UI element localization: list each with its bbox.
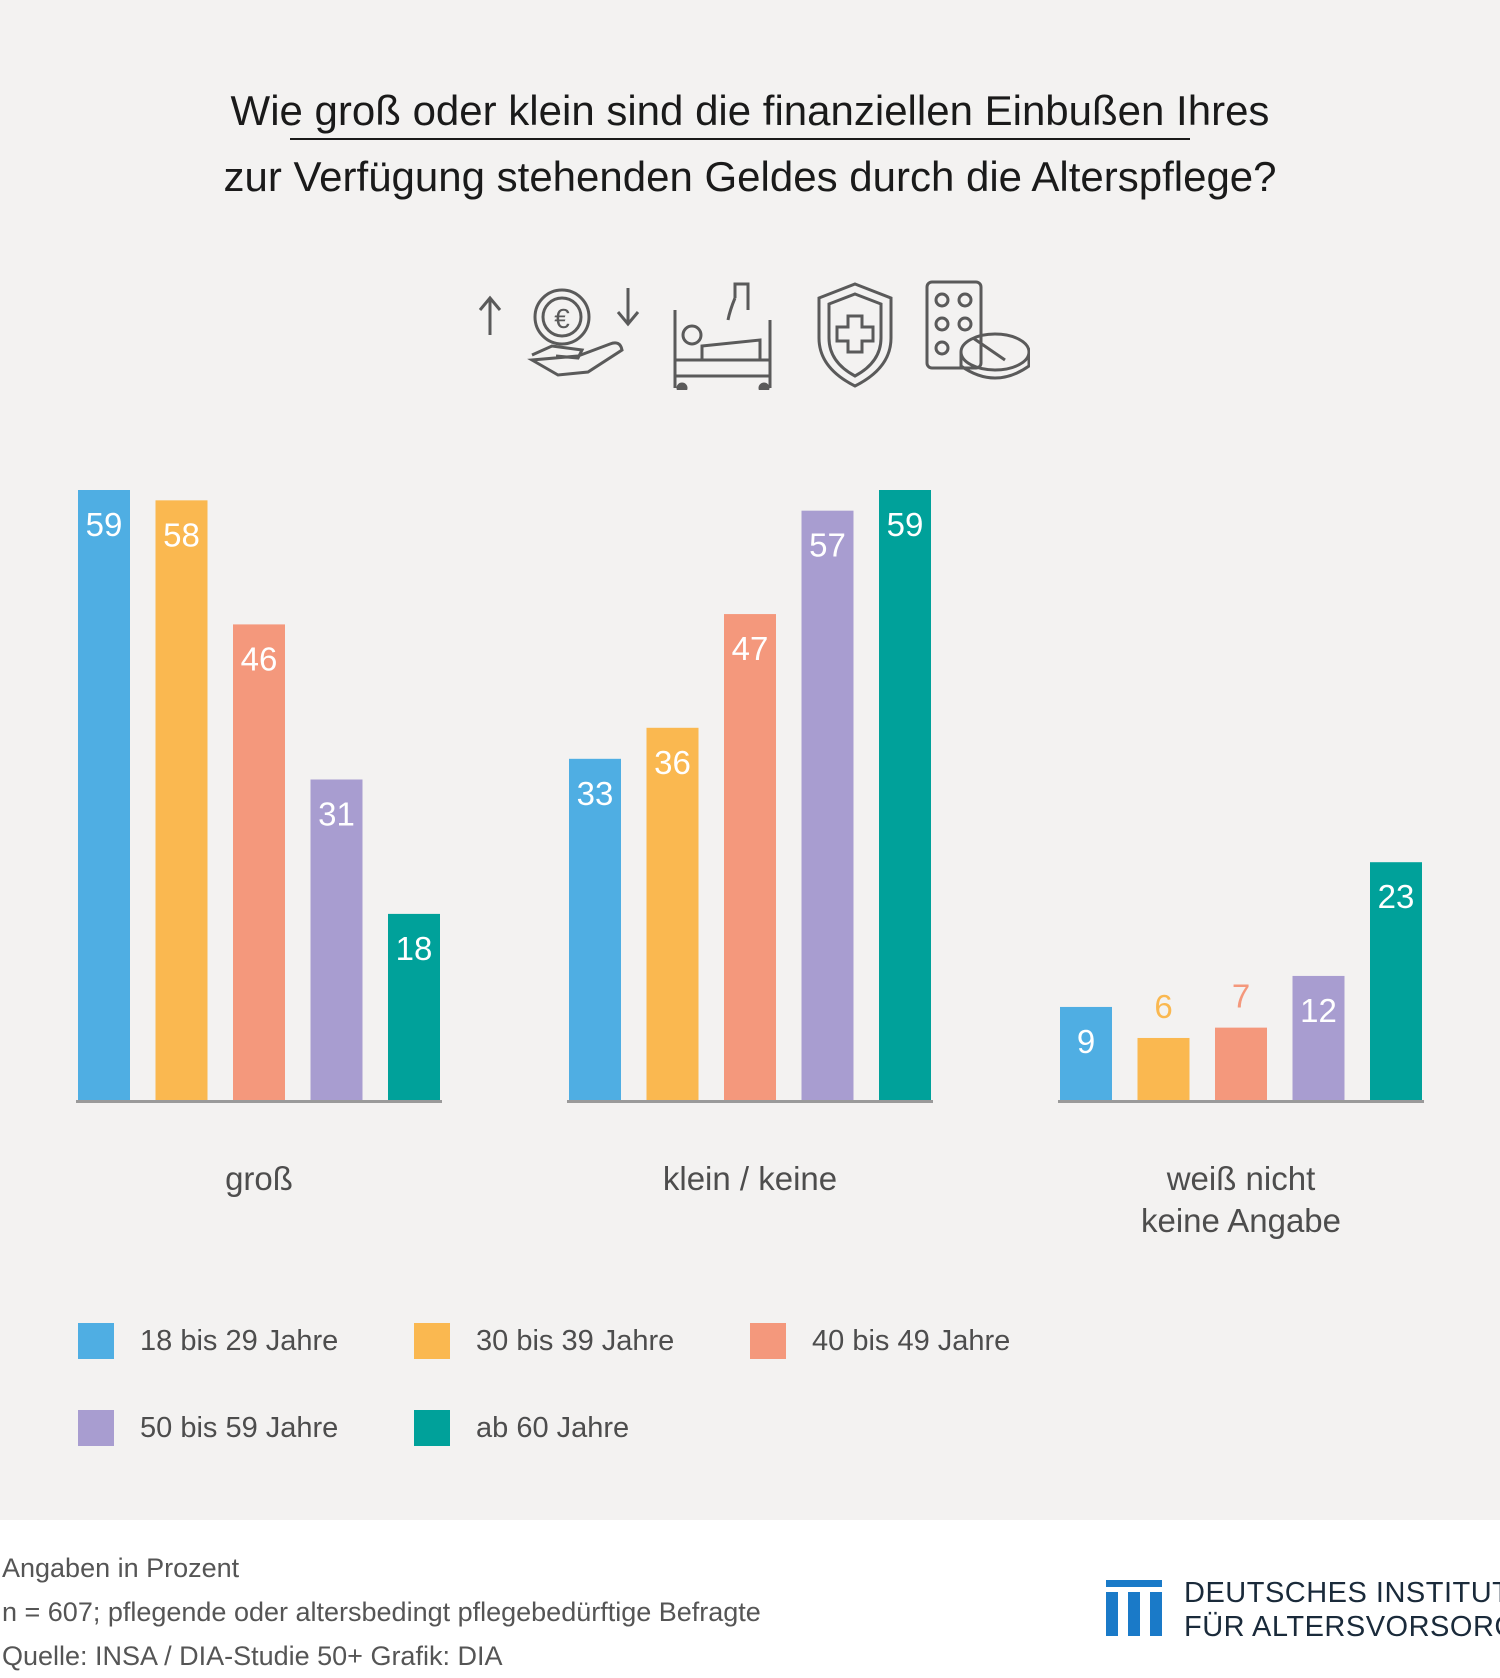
data-label: 59 [86, 506, 123, 543]
svg-text:€: € [554, 303, 570, 334]
bar-ab-60-jahre-1 [388, 913, 440, 1100]
logo-text: DEUTSCHES INSTITUT FÜR ALTERSVORSORGE [1184, 1576, 1500, 1644]
bar-ab-60-jahre-2 [879, 490, 931, 1100]
legend-swatch [414, 1323, 450, 1359]
medical-shield-icon [817, 282, 893, 388]
legend-swatch [78, 1323, 114, 1359]
bar-group-3: 9 6 7 12 23 weiß nicht keine Angabe [1058, 862, 1424, 1239]
chart-title: Wie groß oder klein sind die finanzielle… [0, 78, 1500, 210]
hospital-bed-icon [673, 282, 772, 390]
dia-logo-mark [1106, 1580, 1162, 1636]
legend-item-40-bis-49-jahre: 40 bis 49 Jahre [750, 1321, 1010, 1361]
bar-18-bis-29-jahre-2 [569, 758, 621, 1100]
title-line-1: Wie groß oder klein sind die finanzielle… [230, 87, 1270, 134]
data-label: 57 [809, 527, 846, 564]
category-label: keine Angabe [1141, 1202, 1341, 1239]
dia-logo: DEUTSCHES INSTITUT FÜR ALTERSVORSORGE [1106, 1576, 1500, 1643]
euro-hand-icon: € [478, 288, 640, 377]
legend-swatch [750, 1323, 786, 1359]
sample-note: n = 607; pflegende oder altersbedingt pf… [2, 1597, 761, 1627]
data-label: 18 [396, 930, 433, 967]
data-label: 7 [1232, 978, 1250, 1015]
legend-item-30-bis-39-jahre: 30 bis 39 Jahre [414, 1321, 674, 1361]
bar-50-bis-59-jahre-1 [310, 779, 363, 1100]
bar-group-1: 59 58 46 31 18 groß [76, 490, 442, 1197]
data-label: 33 [577, 775, 614, 812]
data-label: 9 [1077, 1023, 1095, 1060]
legend-label: 18 bis 29 Jahre [140, 1324, 339, 1357]
logo-line-1: DEUTSCHES INSTITUT [1184, 1577, 1500, 1609]
legend-label: ab 60 Jahre [476, 1411, 630, 1444]
bar-40-bis-49-jahre-2 [724, 614, 776, 1100]
chart-area: Wie groß oder klein sind die finanzielle… [0, 0, 1500, 1520]
data-label: 12 [1300, 992, 1337, 1029]
category-label: groß [225, 1160, 293, 1197]
bar-18-bis-29-jahre-3 [1060, 1006, 1112, 1100]
bar-50-bis-59-jahre-2 [801, 510, 854, 1100]
bar-chart: 59 58 46 31 18 groß 33 36 47 57 59 klein / keine 9 6 7… [76, 490, 1424, 1239]
bar-40-bis-49-jahre-3 [1215, 1027, 1267, 1100]
category-label: klein / keine [663, 1160, 837, 1197]
data-label: 31 [318, 795, 355, 832]
bar-40-bis-49-jahre-1 [233, 624, 285, 1100]
legend-label: 40 bis 49 Jahre [812, 1324, 1011, 1357]
legend-item-50-bis-59-jahre: 50 bis 59 Jahre [78, 1408, 338, 1448]
data-label: 59 [887, 506, 924, 543]
category-label: weiß nicht [1166, 1160, 1316, 1197]
bar-30-bis-39-jahre-1 [155, 500, 208, 1100]
bar-group-2: 33 36 47 57 59 klein / keine [567, 490, 933, 1197]
legend-swatch [78, 1410, 114, 1446]
data-label: 6 [1154, 988, 1172, 1025]
logo-line-2: FÜR ALTERSVORSORGE [1184, 1611, 1500, 1643]
legend-item-ab-60-jahre: ab 60 Jahre [414, 1408, 629, 1448]
data-label: 58 [163, 516, 200, 553]
bar-18-bis-29-jahre-1 [78, 490, 130, 1100]
source-note: Quelle: INSA / DIA-Studie 50+ Grafik: DI… [2, 1641, 503, 1671]
bar-ab-60-jahre-3 [1370, 862, 1422, 1100]
title-line-2: zur Verfügung stehenden Geldes durch die… [223, 153, 1277, 200]
bar-50-bis-59-jahre-3 [1292, 975, 1345, 1100]
data-label: 46 [241, 640, 278, 677]
data-label: 23 [1378, 878, 1415, 915]
bar-30-bis-39-jahre-2 [646, 727, 699, 1100]
data-label: 36 [654, 744, 691, 781]
legend-swatch [414, 1410, 450, 1446]
legend-item-18-bis-29-jahre: 18 bis 29 Jahre [78, 1321, 338, 1361]
footer-notes: Angaben in Prozent n = 607; pflegende od… [2, 1546, 761, 1678]
legend-label: 50 bis 59 Jahre [140, 1411, 339, 1444]
icon-row: € [478, 280, 1030, 390]
title-underline [290, 138, 1190, 140]
bar-30-bis-39-jahre-3 [1137, 1037, 1190, 1100]
pills-icon [925, 280, 1030, 380]
data-label: 47 [732, 630, 769, 667]
legend-label: 30 bis 39 Jahre [476, 1324, 675, 1357]
unit-note: Angaben in Prozent [2, 1553, 240, 1583]
